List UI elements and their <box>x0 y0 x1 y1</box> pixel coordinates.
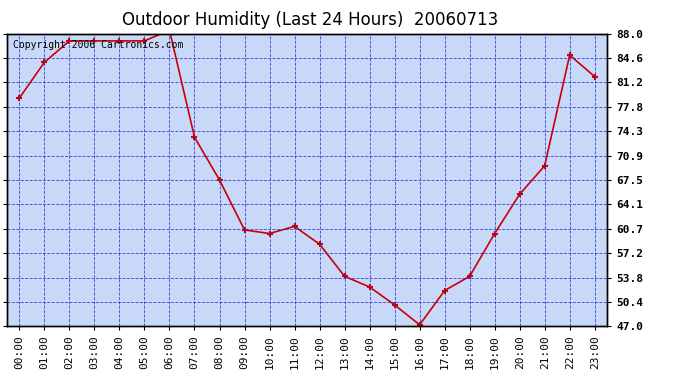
Text: Copyright 2006 Cartronics.com: Copyright 2006 Cartronics.com <box>13 40 184 50</box>
Text: Outdoor Humidity (Last 24 Hours)  20060713: Outdoor Humidity (Last 24 Hours) 2006071… <box>122 11 499 29</box>
